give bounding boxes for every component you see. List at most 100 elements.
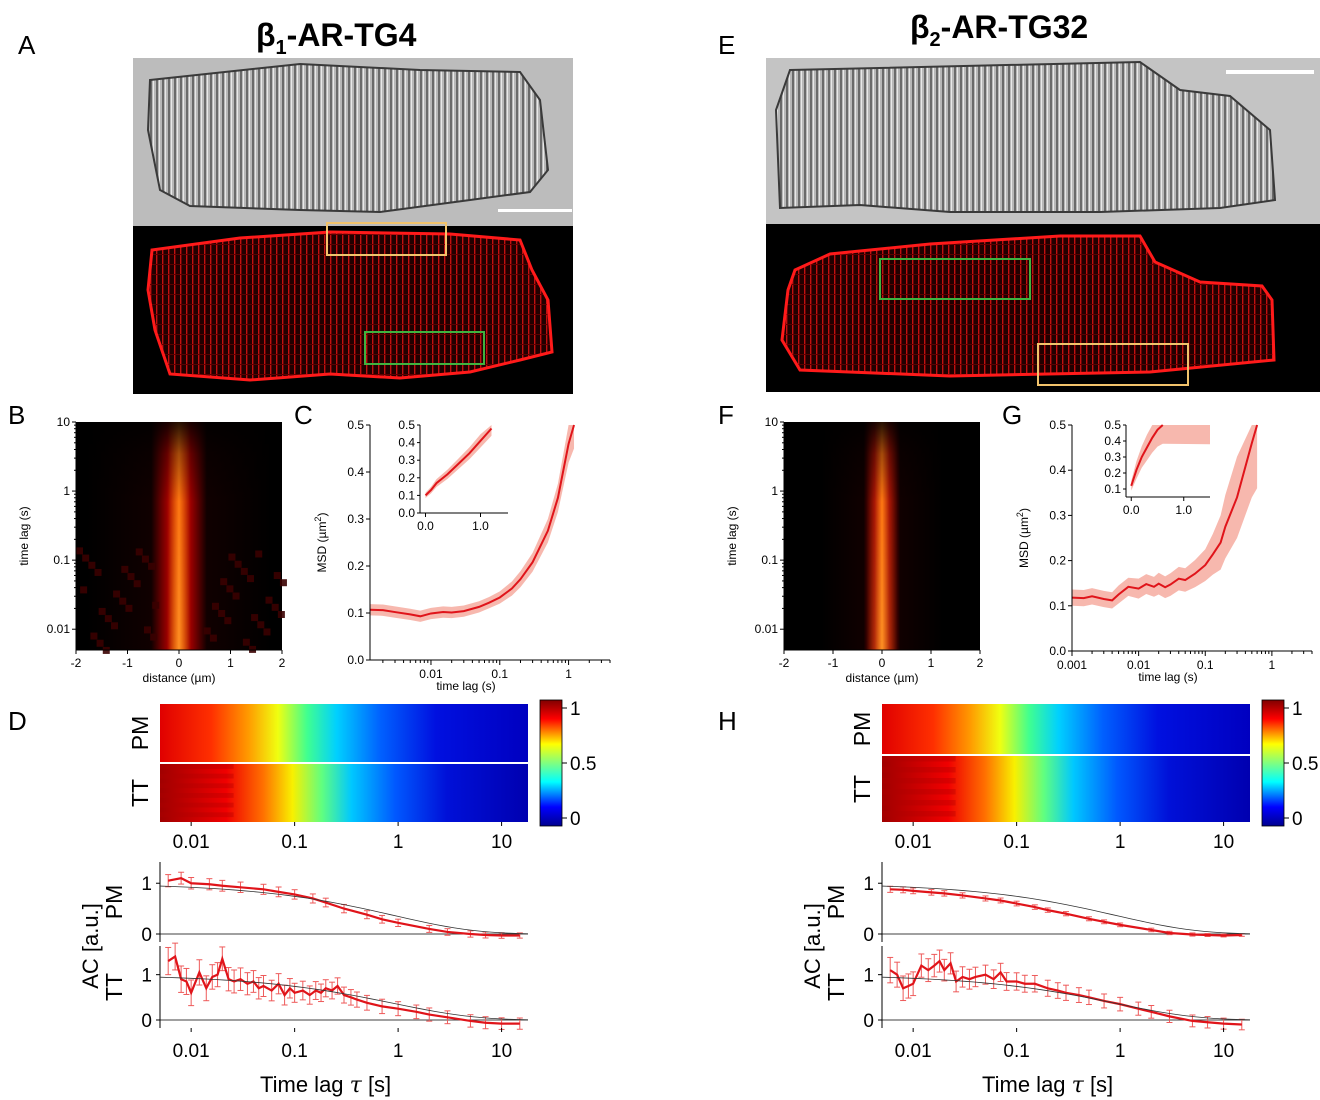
ac-heatmap-stripe bbox=[160, 812, 234, 818]
heatmap-noise bbox=[224, 617, 232, 625]
heatmap-y-tick-label: 10 bbox=[765, 415, 779, 429]
heatmap-noise bbox=[255, 550, 263, 558]
heatmap-noise bbox=[232, 592, 240, 600]
ac-heatmap-pm bbox=[160, 704, 528, 762]
heatmap-noise bbox=[133, 580, 141, 588]
inset-y-tick-label: 0.4 bbox=[1104, 434, 1121, 448]
ac-y-tick-label: 0 bbox=[141, 925, 152, 946]
heatmap-noise bbox=[135, 548, 143, 556]
heatmap-noise bbox=[82, 554, 90, 562]
ac-plot-row-label: TT bbox=[101, 973, 127, 1001]
scale-bar-right bbox=[1226, 70, 1314, 74]
ac-heatmap-stripe bbox=[160, 793, 234, 798]
heatmap-noise bbox=[277, 611, 285, 619]
ac-fit-line bbox=[881, 885, 1251, 935]
ac-line-pm bbox=[890, 888, 1242, 937]
heatmap-noise bbox=[273, 572, 281, 580]
heatmap-x-tick-label: 0 bbox=[176, 656, 183, 670]
ac-hm-x-tick-label: 0.1 bbox=[1003, 832, 1029, 853]
heatmap-x-tick-label: -1 bbox=[828, 656, 839, 670]
ac-y-tick-label: 1 bbox=[863, 874, 874, 895]
heatmap-noise bbox=[90, 632, 98, 640]
heatmap-top-fade bbox=[76, 422, 282, 502]
ac-heatmap-stripe bbox=[160, 773, 234, 779]
ac-hm-x-tick-label: 0.01 bbox=[173, 832, 210, 853]
ac-hm-x-tick-label: 1 bbox=[393, 832, 404, 853]
heatmap-noise bbox=[104, 615, 112, 623]
ac-heatmap-stripe bbox=[882, 778, 956, 784]
colorbar-tick-label: 0 bbox=[1292, 809, 1303, 830]
inset-bg bbox=[420, 425, 508, 513]
heatmap-x-tick-label: -2 bbox=[779, 656, 790, 670]
heatmap-noise bbox=[148, 562, 156, 570]
ac-y-label: AC [a.u.] bbox=[78, 903, 103, 989]
ac-line-pm bbox=[167, 877, 520, 937]
heatmap-noise bbox=[240, 567, 248, 575]
ac-plot-row-label: PM bbox=[823, 885, 849, 920]
roi-tt-box-right bbox=[879, 258, 1031, 300]
roi-tt-box bbox=[364, 331, 485, 365]
inset-x-tick-label: 0.0 bbox=[1123, 503, 1140, 517]
ac-heatmap-stripe bbox=[882, 811, 956, 817]
ac-x-label: Time lag τ [s] bbox=[260, 1072, 391, 1098]
fluorescence-image-left bbox=[133, 222, 573, 394]
heatmap-y-tick-label: 1 bbox=[771, 484, 778, 498]
ac-y-tick-label: 0 bbox=[141, 1011, 152, 1032]
heatmap-noise bbox=[121, 565, 129, 573]
msd-x-label: time lag (s) bbox=[436, 679, 495, 693]
colorbar bbox=[1261, 699, 1285, 827]
ac-hm-x-tick-label: 1 bbox=[1115, 832, 1126, 853]
inset-y-tick-label: 0.3 bbox=[398, 453, 415, 467]
ac-hm-x-tick-label: 0.01 bbox=[895, 832, 932, 853]
panel-label-d: D bbox=[8, 706, 27, 736]
ac-x-tick-label: 0.1 bbox=[281, 1041, 307, 1062]
heatmap-top-fade bbox=[784, 422, 980, 502]
colorbar-tick-label: 0.5 bbox=[570, 754, 596, 775]
ac-y-tick-label: 0 bbox=[863, 1011, 874, 1032]
ac-heatmap-stripe bbox=[160, 764, 234, 769]
heatmap-noise bbox=[125, 604, 133, 612]
ac-heatmap-stripe bbox=[882, 756, 956, 762]
heatmap-x-tick-label: 1 bbox=[227, 656, 234, 670]
heatmap-noise bbox=[279, 579, 287, 587]
heatmap-b: 10 1 0.1 0.01 -2 -1 0 1 2 distance (µm) time lag (… bbox=[17, 415, 287, 685]
heatmap-noise bbox=[150, 633, 158, 641]
ac-plot-row-label: TT bbox=[823, 973, 849, 1001]
heatmap-y-tick-label: 0.1 bbox=[53, 553, 70, 567]
heatmap-x-tick-label: 2 bbox=[977, 656, 984, 670]
panel-label-c: C bbox=[294, 400, 313, 430]
msd-y-tick-label: 0.4 bbox=[1049, 463, 1066, 477]
heatmap-x-tick-label: 2 bbox=[279, 656, 286, 670]
heatmap-y-tick-label: 1 bbox=[63, 484, 70, 498]
heatmap-noise bbox=[203, 627, 211, 635]
ac-heatmap-tt bbox=[882, 756, 1250, 822]
heatmap-noise bbox=[242, 638, 250, 646]
heatmap-noise bbox=[119, 597, 127, 605]
heatmap-noise bbox=[113, 590, 121, 598]
heatmap-x-tick-label: 0 bbox=[879, 656, 886, 670]
heatmap-noise bbox=[249, 645, 257, 653]
ac-fit-line bbox=[881, 976, 1251, 1021]
heatmap-noise bbox=[143, 626, 151, 634]
inset-y-tick-label: 0.5 bbox=[1104, 418, 1121, 432]
heatmap-x-label: distance (µm) bbox=[846, 671, 919, 685]
inset-x-tick-label: 1.0 bbox=[1175, 503, 1192, 517]
inset-y-tick-label: 0.2 bbox=[1104, 466, 1121, 480]
msd-x-tick-label: 0.01 bbox=[1127, 658, 1151, 672]
panel-label-e: E bbox=[718, 30, 735, 60]
ac-heatmap-stripe bbox=[882, 800, 956, 806]
ac-y-tick-label: 1 bbox=[141, 874, 152, 895]
ac-y-tick-label: 1 bbox=[863, 966, 874, 987]
heatmap-noise bbox=[76, 547, 83, 555]
roi-pm-box bbox=[326, 222, 447, 256]
msd-y-label: MSD (µm2) bbox=[313, 513, 329, 573]
msd-y-tick-label: 0.0 bbox=[1049, 644, 1066, 658]
msd-y-tick-label: 0.4 bbox=[347, 465, 364, 479]
brightfield-image-right bbox=[766, 58, 1320, 224]
ac-hm-x-tick-label: 10 bbox=[1213, 832, 1234, 853]
inset-y-tick-label: 0.2 bbox=[398, 471, 415, 485]
heatmap-noise bbox=[226, 585, 234, 593]
